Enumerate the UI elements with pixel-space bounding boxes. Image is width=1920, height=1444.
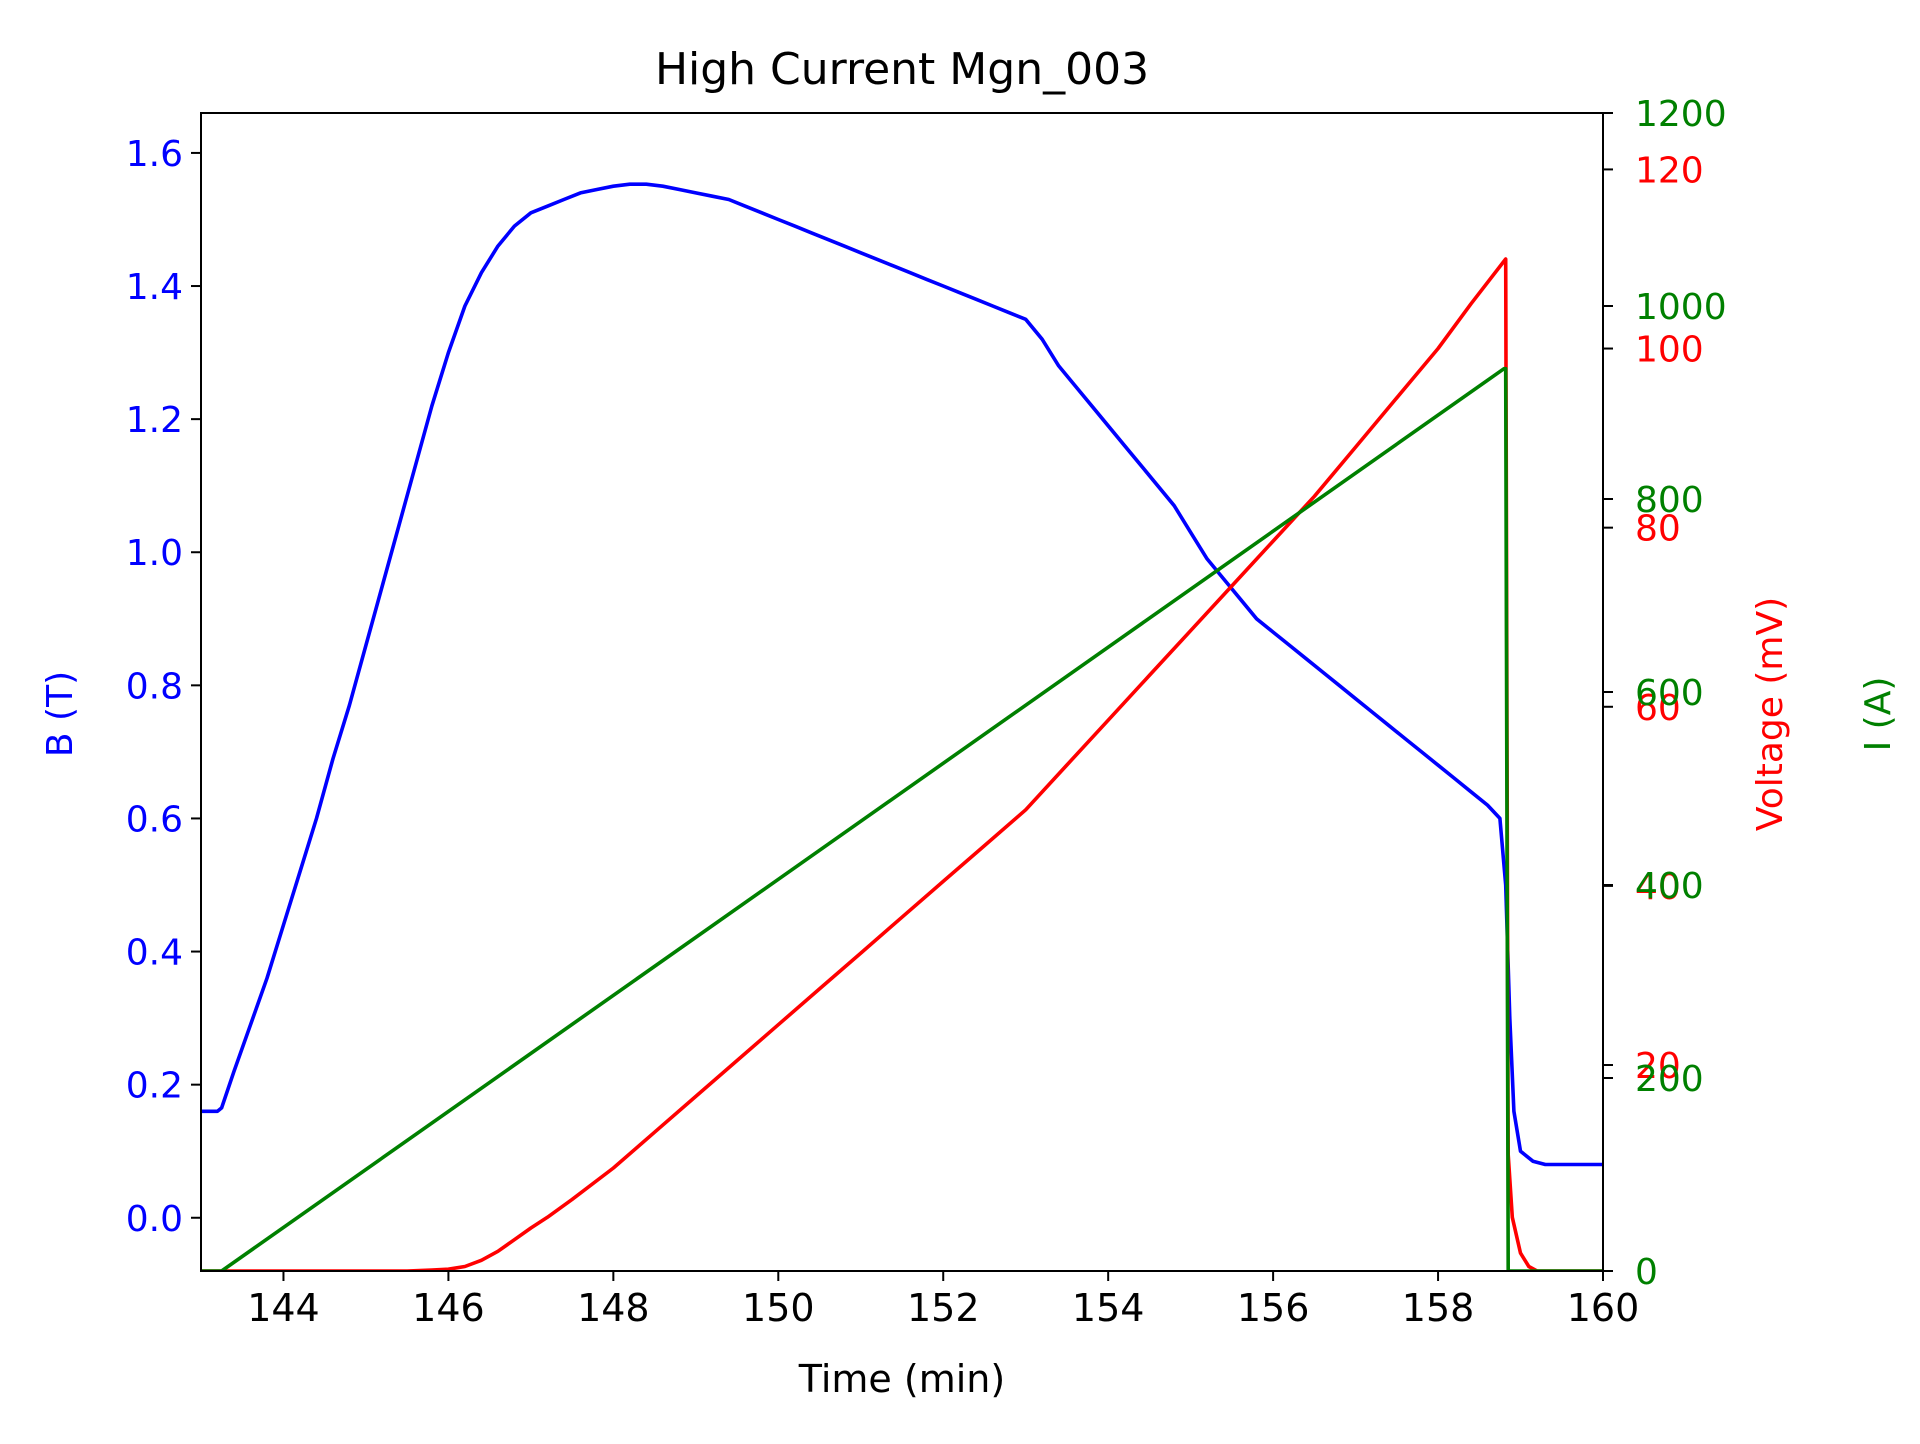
x-tick-label: 156 bbox=[1237, 1286, 1310, 1330]
voltage-tick-label: 60 bbox=[1635, 688, 1681, 729]
voltage-tick-label: 120 bbox=[1635, 150, 1704, 191]
left-tick-label: 0.2 bbox=[126, 1066, 183, 1107]
chart-title: High Current Mgn_003 bbox=[655, 44, 1149, 95]
left-tick-label: 1.6 bbox=[126, 134, 183, 175]
left-tick-label: 1.0 bbox=[126, 533, 183, 574]
left-tick-label: 0.0 bbox=[126, 1199, 183, 1240]
current-tick-label: 400 bbox=[1635, 866, 1704, 907]
voltage-axis-label: Voltage (mV) bbox=[1750, 597, 1791, 831]
x-axis-label: Time (min) bbox=[798, 1357, 1005, 1401]
x-tick-label: 160 bbox=[1567, 1286, 1640, 1330]
current-tick-label: 1200 bbox=[1635, 94, 1727, 135]
current-tick-label: 0 bbox=[1635, 1252, 1658, 1293]
current-tick-label: 800 bbox=[1635, 480, 1704, 521]
current-axis-label: I (A) bbox=[1858, 677, 1899, 752]
series-line-left bbox=[201, 182, 1603, 1167]
left-tick-label: 0.6 bbox=[126, 799, 183, 840]
x-tick-label: 150 bbox=[742, 1286, 815, 1330]
left-tick-label: 1.2 bbox=[126, 400, 183, 441]
left-tick-label: 0.4 bbox=[126, 933, 183, 974]
voltage-tick-label: 20 bbox=[1635, 1046, 1681, 1087]
plot-area bbox=[201, 182, 1603, 1271]
series-line-right1 bbox=[201, 257, 1603, 1271]
x-tick-label: 148 bbox=[577, 1286, 650, 1330]
left-tick-label: 0.8 bbox=[126, 666, 183, 707]
voltage-tick-label: 100 bbox=[1635, 330, 1704, 371]
x-tick-label: 158 bbox=[1402, 1286, 1475, 1330]
x-tick-label: 152 bbox=[907, 1286, 980, 1330]
voltage-tick-label: 40 bbox=[1635, 867, 1681, 908]
x-tick-label: 144 bbox=[247, 1286, 320, 1330]
series-line-right2 bbox=[201, 366, 1603, 1271]
current-tick-label: 200 bbox=[1635, 1059, 1704, 1100]
voltage-tick-label: 80 bbox=[1635, 509, 1681, 550]
left-tick-label: 1.4 bbox=[126, 267, 183, 308]
x-tick-label: 154 bbox=[1072, 1286, 1145, 1330]
x-tick-label: 146 bbox=[412, 1286, 485, 1330]
left-axis-label: B (T) bbox=[40, 671, 81, 757]
current-tick-label: 600 bbox=[1635, 673, 1704, 714]
current-tick-label: 1000 bbox=[1635, 287, 1727, 328]
axes-layer: 144 146 148 150 152 154 156 158 160 0.0 0.2 0.4 0.6 0… bbox=[126, 94, 1727, 1330]
